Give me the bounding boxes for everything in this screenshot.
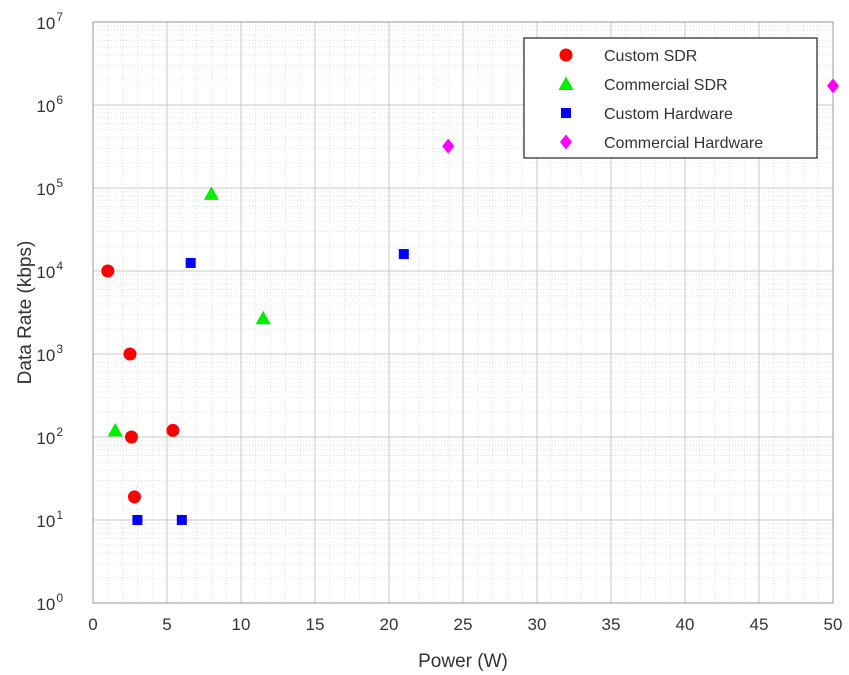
data-point-triangle (203, 186, 219, 200)
data-point-square (398, 249, 409, 260)
y-tick-label: 107 (36, 10, 63, 33)
data-point-diamond (442, 138, 455, 154)
data-point-triangle (107, 422, 123, 437)
x-tick-label: 20 (380, 615, 399, 634)
y-tick-label: 102 (36, 425, 63, 448)
y-axis-ticks: 100 101 102 103 104 105 106 107 (36, 10, 63, 614)
y-tick-label: 106 (36, 93, 63, 116)
x-tick-label: 35 (602, 615, 621, 634)
data-point-square (176, 515, 187, 525)
y-tick-label: 103 (36, 342, 63, 365)
x-tick-label: 5 (162, 615, 171, 634)
x-tick-label: 0 (88, 615, 97, 634)
legend-marker-circle (559, 48, 573, 62)
series-square-points (132, 249, 409, 525)
plot-area-frame (92, 21, 834, 604)
y-tick-label: 104 (36, 259, 63, 282)
data-point-square (185, 257, 196, 268)
x-tick-label: 10 (232, 615, 251, 634)
data-point-diamond (827, 78, 839, 94)
x-tick-label: 25 (454, 615, 473, 634)
x-tick-label: 15 (306, 615, 325, 634)
legend-marker-diamond (560, 134, 572, 150)
x-tick-label: 50 (824, 615, 843, 634)
series-diamond-points (442, 78, 839, 154)
legend-box (523, 37, 818, 159)
data-point-circle (166, 423, 180, 437)
x-tick-label: 30 (528, 615, 547, 634)
legend-label: Custom Hardware (604, 106, 733, 123)
y-tick-label: 100 (36, 591, 63, 614)
x-axis-title: Power (W) (418, 651, 508, 672)
data-points (101, 78, 839, 525)
y-axis-title: Data Rate (kbps) (15, 241, 36, 385)
legend-label: Commercial SDR (604, 77, 728, 94)
data-point-circle (101, 264, 115, 278)
x-tick-label: 40 (676, 615, 695, 634)
data-point-triangle (255, 310, 271, 325)
series-circle-points (101, 264, 180, 504)
legend-marker-triangle (558, 76, 574, 90)
legend-marker-square (561, 108, 571, 118)
data-point-square (132, 515, 143, 525)
y-tick-label: 101 (36, 508, 63, 531)
data-point-circle (124, 430, 138, 444)
legend: Custom SDR Commercial SDR Custom Hardware C… (523, 37, 818, 159)
data-point-circle (123, 347, 137, 361)
legend-label: Commercial Hardware (604, 135, 763, 152)
x-axis-ticks: 0 5 10 15 20 25 30 35 40 45 50 (88, 615, 842, 634)
data-point-circle (127, 490, 141, 504)
x-tick-label: 45 (750, 615, 769, 634)
series-triangle-points (107, 186, 271, 437)
legend-label: Custom SDR (604, 48, 697, 65)
y-tick-label: 105 (36, 176, 63, 199)
